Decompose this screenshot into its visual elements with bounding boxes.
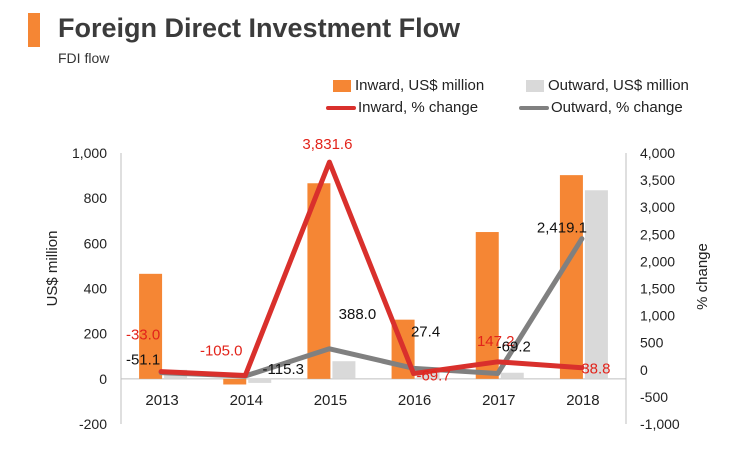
y2-tick-label: 0 (640, 362, 648, 378)
data-label-outward-change: -51.1 (126, 352, 160, 369)
x-tick-label: 2013 (145, 392, 178, 409)
x-tick-label: 2018 (566, 392, 599, 409)
legend-swatch-inward-bar (333, 79, 351, 92)
legend-swatch-inward-line (326, 105, 356, 110)
x-tick-label: 2017 (482, 392, 515, 409)
x-tick-label: 2016 (398, 392, 431, 409)
legend-swatch-outward-bar (526, 79, 544, 92)
bar-inward (139, 273, 163, 379)
legend-label-inward-line: Inward, % change (358, 99, 479, 116)
legend-outward-line: Outward, % change (519, 99, 683, 116)
legend-inward-line: Inward, % change (326, 99, 478, 116)
y2-tick-label: 2,500 (640, 226, 675, 242)
y2-tick-label: 2,000 (640, 253, 675, 269)
data-label-inward-change: 3,831.6 (302, 136, 352, 153)
y2-tick-label: 3,000 (640, 199, 675, 215)
x-tick-label: 2015 (314, 392, 347, 409)
legend-inward-bar: Inward, US$ million (333, 77, 484, 94)
data-label-inward-change: -33.0 (126, 327, 160, 344)
y2-axis-title: % change (694, 243, 711, 310)
chart-title: Foreign Direct Investment Flow (58, 13, 461, 43)
data-label-outward-change: -69.2 (497, 339, 531, 356)
y-tick-label: 0 (99, 371, 107, 387)
bar-outward (332, 361, 356, 379)
data-label-inward-change: -69.7 (416, 368, 450, 385)
y2-tick-label: 3,500 (640, 172, 675, 188)
bar-outward (416, 369, 440, 379)
title-accent-bar (28, 13, 40, 47)
y-tick-label: 200 (84, 326, 108, 342)
legend-label-outward-line: Outward, % change (551, 99, 683, 116)
chart-subtitle: FDI flow (58, 50, 110, 66)
legend-label-inward-bar: Inward, US$ million (355, 77, 485, 94)
y-tick-label: 600 (84, 235, 108, 251)
bar-outward (248, 378, 272, 383)
y2-tick-label: 1,500 (640, 281, 675, 297)
data-label-outward-change: 388.0 (339, 306, 377, 323)
y2-tick-label: 1,000 (640, 308, 675, 324)
x-tick-label: 2014 (230, 392, 263, 409)
legend-swatch-outward-line (519, 105, 549, 110)
bar-inward (559, 175, 583, 379)
y2-tick-label: -500 (640, 389, 668, 405)
y2-tick-label: -1,000 (640, 416, 680, 432)
data-label-outward-change: -115.3 (263, 361, 304, 378)
legend-outward-bar: Outward, US$ million (526, 77, 689, 94)
y-tick-label: 800 (84, 190, 108, 206)
bar-inward (307, 183, 331, 379)
y2-tick-label: 4,000 (640, 145, 675, 161)
data-label-outward-change: 27.4 (411, 323, 440, 340)
y2-tick-label: 500 (640, 335, 664, 351)
bar-inward (223, 378, 247, 385)
data-label-inward-change: 147.2 (477, 333, 515, 350)
bar-outward (500, 372, 524, 379)
bar-inward (475, 232, 499, 379)
y-tick-label: 400 (84, 281, 108, 297)
data-label-inward-change: -105.0 (200, 342, 243, 359)
legend-label-outward-bar: Outward, US$ million (548, 77, 689, 94)
data-label-inward-change: 38.8 (581, 361, 610, 378)
line-inward-change (158, 159, 585, 378)
y-axis-title: US$ million (44, 231, 61, 307)
y-tick-label: 1,000 (72, 145, 107, 161)
data-label-outward-change: 2,419.1 (537, 220, 587, 237)
y-tick-label: -200 (79, 416, 107, 432)
bar-outward (584, 190, 608, 379)
